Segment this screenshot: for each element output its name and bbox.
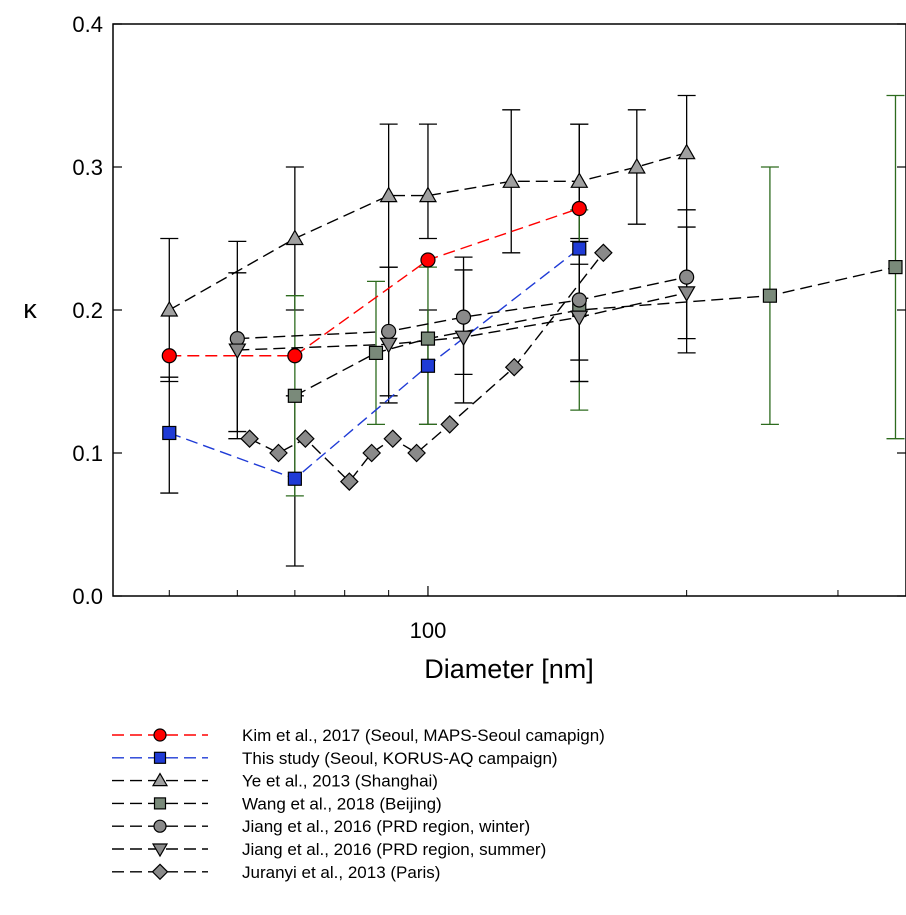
legend-marker: [153, 751, 167, 764]
data-point: [679, 269, 695, 285]
data-point: [362, 443, 382, 463]
data-point: [161, 348, 177, 364]
data-point: [627, 157, 646, 174]
data-point: [228, 343, 247, 360]
error-bars: [160, 94, 905, 567]
series-line: [294, 266, 896, 397]
data-point: [420, 358, 436, 373]
legend-marker: [151, 772, 169, 787]
y-axis-title: κ: [23, 294, 37, 324]
series-line: [169, 247, 580, 480]
legend-marker: [153, 797, 167, 810]
legend-marker: [153, 728, 167, 742]
data-point: [381, 323, 397, 340]
y-tick-label: 0.2: [72, 298, 103, 323]
data-point: [162, 425, 177, 441]
legend-item: Jiang et al., 2016 (PRD region, winter): [112, 817, 530, 836]
data-point: [594, 243, 613, 263]
legend-label: Juranyi et al., 2013 (Paris): [242, 863, 440, 882]
data-point: [339, 472, 359, 491]
legend-label: Ye et al., 2013 (Shanghai): [242, 772, 438, 791]
legend-item: Jiang et al., 2016 (PRD region, summer): [112, 840, 546, 859]
data-point: [572, 241, 587, 256]
data-point: [502, 172, 521, 188]
data-point: [407, 443, 426, 463]
series-line: [169, 207, 580, 357]
series-line: [249, 252, 604, 483]
data-point: [418, 186, 437, 203]
axes: 0.0 0.1 0.2 0.3 0.4 100: [72, 12, 906, 643]
data-point: [570, 172, 589, 188]
plot-area: 0.0 0.1 0.2 0.3 0.4 100: [72, 12, 906, 643]
y-tick-label: 0.4: [72, 12, 103, 37]
legend-item: Ye et al., 2013 (Shanghai): [112, 772, 438, 791]
legend-label: Wang et al., 2018 (Beijing): [242, 794, 442, 813]
series-line: [168, 152, 687, 311]
data-point: [287, 471, 302, 486]
data-point: [285, 229, 304, 246]
data-point: [160, 300, 179, 317]
legend: Kim et al., 2017 (Seoul, MAPS-Seoul cama…: [112, 726, 605, 882]
legend-marker: [151, 863, 169, 881]
data-point: [570, 310, 589, 327]
legend-label: Jiang et al., 2016 (PRD region, winter): [242, 817, 530, 836]
legend-item: This study (Seoul, KORUS-AQ campaign): [112, 749, 558, 768]
data-point: [379, 337, 398, 354]
data-point: [240, 429, 259, 449]
data-point: [677, 286, 696, 303]
data-point: [379, 186, 398, 203]
data-point: [420, 252, 436, 268]
data-point: [762, 288, 778, 303]
x-axis-title: Diameter [nm]: [424, 654, 594, 684]
x-tick-label: 100: [410, 618, 447, 643]
data-point: [677, 143, 696, 160]
data-point: [269, 443, 288, 463]
data-point: [383, 429, 403, 449]
data-point: [296, 429, 315, 449]
data-point: [571, 292, 587, 308]
legend-label: Kim et al., 2017 (Seoul, MAPS-Seoul cama…: [242, 726, 605, 745]
y-tick-label: 0.1: [72, 441, 103, 466]
data-point: [454, 330, 473, 347]
data-point: [287, 348, 303, 364]
legend-item: Juranyi et al., 2013 (Paris): [112, 863, 440, 882]
legend-label: Jiang et al., 2016 (PRD region, summer): [242, 840, 546, 859]
series-lines: [168, 152, 896, 483]
y-tick-label: 0.0: [72, 584, 103, 609]
data-point: [571, 200, 587, 217]
legend-marker: [151, 843, 169, 858]
data-point: [504, 357, 524, 377]
legend-item: Kim et al., 2017 (Seoul, MAPS-Seoul cama…: [112, 726, 605, 745]
data-point: [455, 309, 472, 325]
data-point: [440, 415, 460, 434]
legend-item: Wang et al., 2018 (Beijing): [112, 794, 442, 813]
data-point: [420, 331, 436, 346]
data-point: [888, 260, 903, 275]
y-tick-label: 0.3: [72, 155, 103, 180]
data-point: [287, 388, 302, 403]
legend-label: This study (Seoul, KORUS-AQ campaign): [242, 749, 558, 768]
data-point: [368, 345, 384, 360]
series-markers: [160, 143, 903, 491]
legend-marker: [153, 819, 167, 833]
